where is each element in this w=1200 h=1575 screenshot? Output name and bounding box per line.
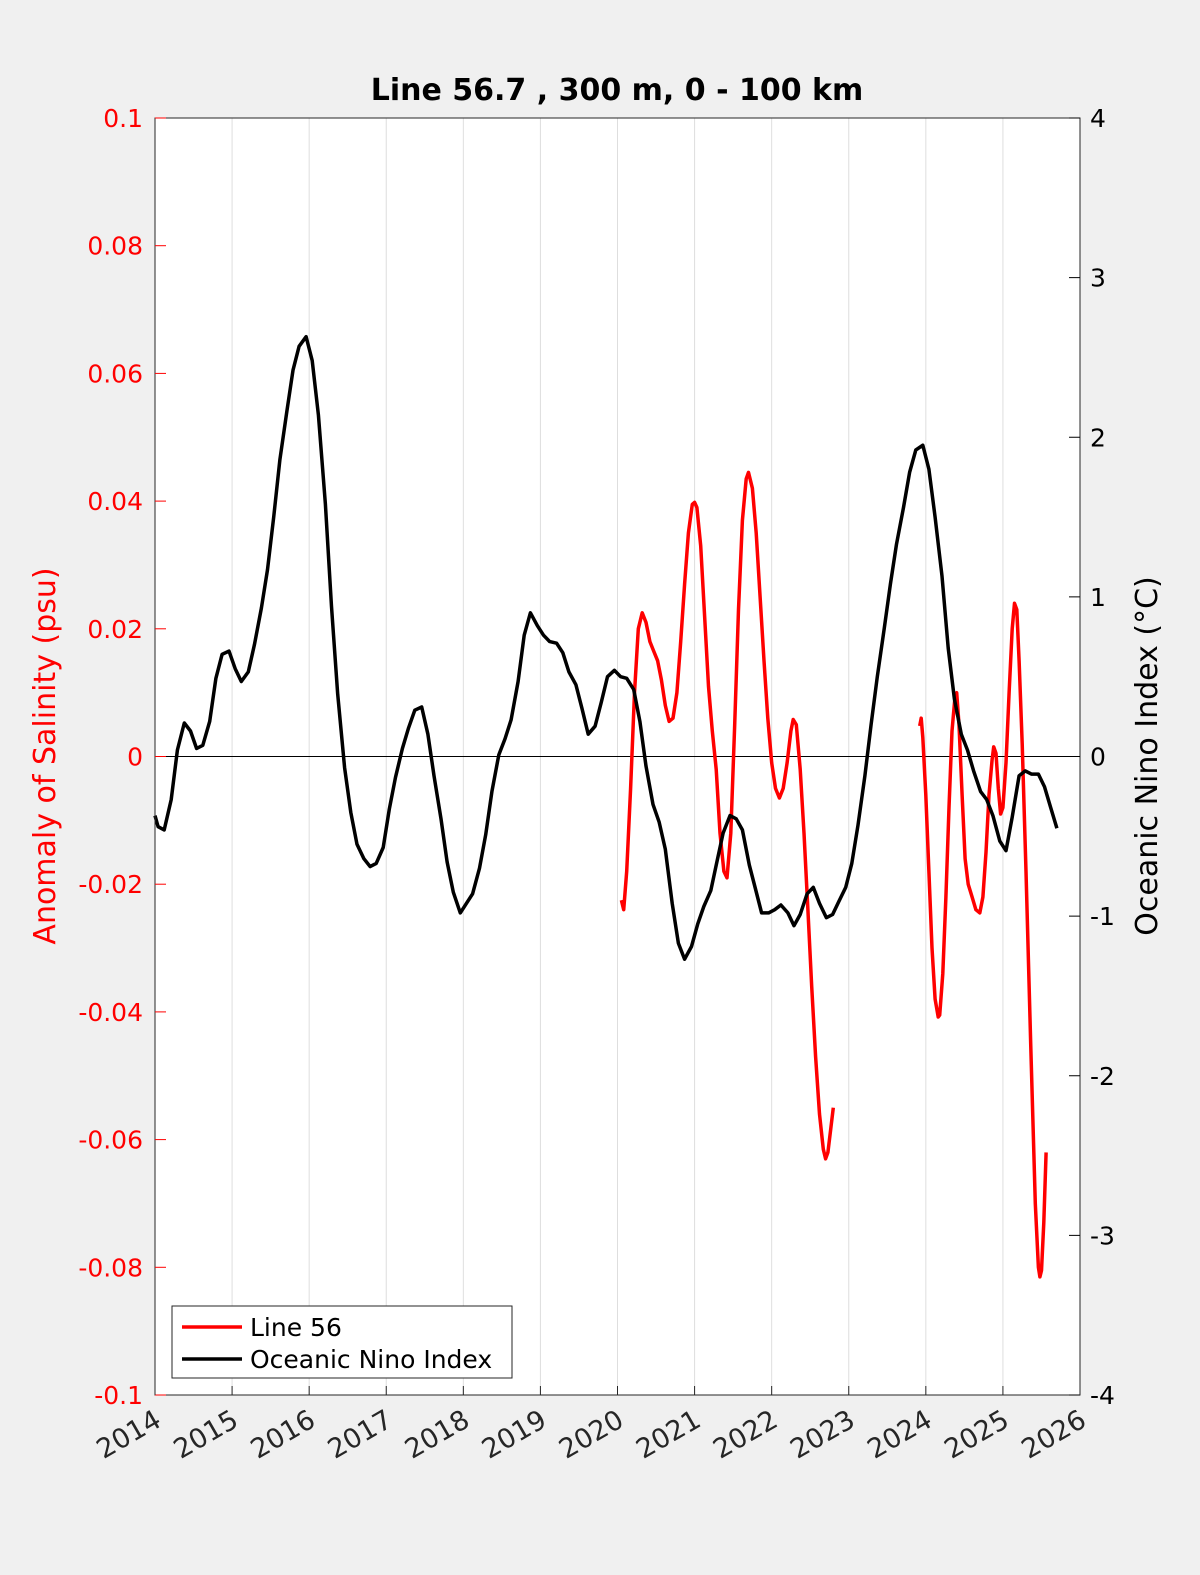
left-axis-label: Anomaly of Salinity (psu) — [28, 567, 63, 944]
right-axis: 4 3 2 1 0 -1 -2 -3 -4 — [1069, 104, 1115, 1410]
x-tick-label: 2019 — [477, 1404, 552, 1465]
x-tick-label: 2016 — [246, 1404, 321, 1465]
left-tick-label: 0.02 — [87, 615, 143, 644]
x-tick-label: 2018 — [400, 1404, 475, 1465]
x-tick-label: 2026 — [1016, 1404, 1091, 1465]
left-tick-label: 0.04 — [87, 487, 143, 516]
x-tick-label: 2017 — [323, 1404, 398, 1465]
x-tick-label: 2023 — [785, 1404, 860, 1465]
left-tick-label: 0 — [127, 743, 143, 772]
left-tick-label: 0.08 — [87, 232, 143, 261]
series-line-oni-seg0 — [153, 334, 1059, 961]
x-tick-label: 2020 — [554, 1404, 629, 1465]
legend-label-line56: Line 56 — [250, 1313, 342, 1342]
chart-title: Line 56.7 , 300 m, 0 - 100 km — [371, 73, 864, 108]
x-tick-label: 2024 — [862, 1404, 937, 1465]
left-tick-label: 0.1 — [103, 104, 143, 133]
right-tick-label: -2 — [1090, 1062, 1115, 1091]
x-tick-label: 2022 — [708, 1404, 783, 1465]
right-tick-label: 4 — [1090, 104, 1106, 133]
left-tick-label: -0.06 — [78, 1126, 143, 1155]
left-tick-label: 0.06 — [87, 359, 143, 388]
left-tick-label: -0.04 — [78, 998, 143, 1027]
x-tick-label: 2021 — [631, 1404, 706, 1465]
right-tick-label: 2 — [1090, 423, 1106, 452]
x-tick-label: 2025 — [939, 1404, 1014, 1465]
right-tick-label: -3 — [1090, 1221, 1115, 1250]
series-layer — [153, 334, 1059, 1279]
left-tick-label: -0.1 — [94, 1381, 143, 1410]
right-tick-label: -4 — [1090, 1381, 1115, 1410]
series-line-line56-seg1 — [917, 601, 1048, 1279]
left-tick-label: -0.02 — [78, 870, 143, 899]
legend-label-oni: Oceanic Nino Index — [250, 1345, 492, 1374]
legend-box — [171, 1305, 513, 1379]
right-axis-label: Oceanic Nino Index (°C) — [1130, 576, 1165, 936]
legend: Line 56 Oceanic Nino Index — [171, 1305, 513, 1379]
x-tick-label: 2015 — [169, 1404, 244, 1465]
right-tick-label: 3 — [1090, 264, 1106, 293]
right-tick-label: -1 — [1090, 902, 1115, 931]
series-line-line56-seg0 — [619, 470, 836, 1161]
left-axis: 0.1 0.08 0.06 0.04 0.02 0 -0.02 -0.04 -0.06 -0.08… — [78, 104, 166, 1410]
right-tick-label: 1 — [1090, 583, 1106, 612]
x-axis: 2014 2015 2016 2017 2018 2019 2020 2021 2022 2023… — [91, 1386, 1092, 1465]
left-tick-label: -0.08 — [78, 1253, 143, 1282]
x-tick-label: 2014 — [91, 1404, 166, 1465]
right-tick-label: 0 — [1090, 743, 1106, 772]
